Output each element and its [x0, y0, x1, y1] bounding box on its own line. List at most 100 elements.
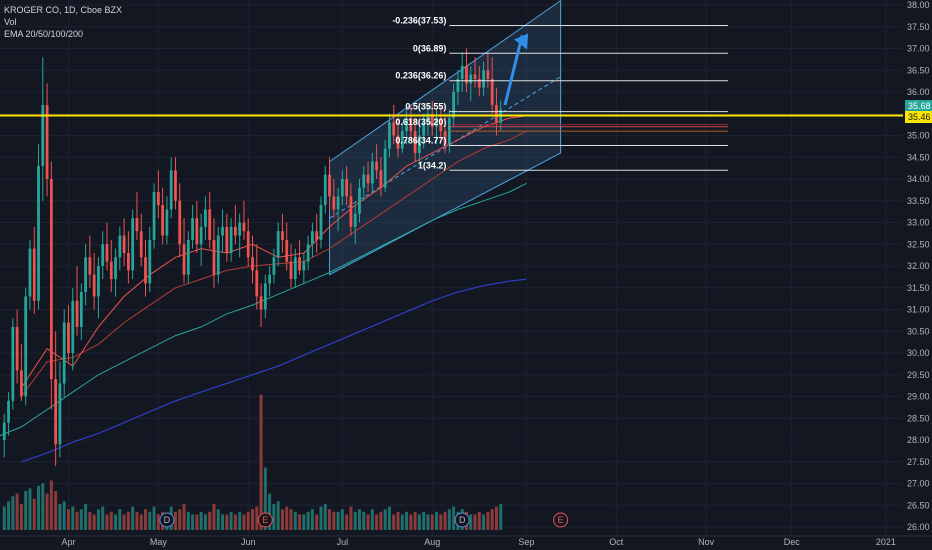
candle-body — [208, 209, 212, 240]
price-tick-label: 30.50 — [907, 326, 930, 336]
time-tick-label: Apr — [61, 537, 75, 547]
volume-indicator-label[interactable]: Vol — [4, 17, 17, 27]
volume-bar — [79, 509, 83, 530]
volume-bar — [345, 514, 349, 530]
candle-body — [486, 70, 490, 79]
volume-bar — [413, 511, 417, 530]
candle-body — [109, 261, 113, 280]
fib-level-label: 0.786(34.77) — [395, 136, 446, 146]
price-tags: 35.68 35.46 — [905, 100, 932, 123]
volume-bar — [422, 511, 426, 530]
fib-retracement[interactable]: -0.236(37.53) 0(36.89) 0.236(36.26) 0.5(35.… — [392, 15, 728, 171]
candle-body — [285, 239, 289, 262]
candle-body — [452, 92, 456, 119]
volume-bar — [357, 509, 361, 530]
candle-body — [345, 179, 349, 197]
candle-body — [272, 257, 276, 275]
volume-bar — [118, 509, 122, 530]
volume-bar — [105, 514, 109, 530]
volume-bar — [268, 493, 272, 530]
volume-bar — [199, 511, 203, 530]
volume-bar — [28, 488, 32, 530]
candle-body — [469, 74, 473, 84]
candle-body — [139, 231, 143, 258]
volume-bar — [499, 504, 503, 530]
price-axis[interactable]: 38.0037.5037.0036.5036.0035.5035.0034.50… — [903, 0, 932, 550]
event-marker-circle — [454, 512, 470, 528]
volume-bar — [212, 504, 216, 530]
candle-body — [20, 370, 23, 397]
candle-body — [375, 161, 378, 171]
volume-bar — [203, 514, 207, 530]
candle-body — [490, 78, 494, 106]
candle-body — [199, 226, 203, 245]
candle-body — [88, 257, 92, 275]
volume-bar — [216, 509, 220, 530]
time-tick-label: May — [150, 537, 168, 547]
price-tick-label: 34.00 — [907, 174, 930, 184]
price-tick-label: 33.00 — [907, 218, 930, 228]
volume-bar — [315, 514, 319, 530]
candle-body — [229, 226, 233, 253]
candle-body — [435, 118, 438, 127]
price-tick-label: 31.00 — [907, 305, 930, 315]
volume-bar — [242, 514, 246, 530]
candle-body — [41, 105, 45, 166]
volume-bar — [405, 511, 409, 530]
volume-bar — [255, 506, 259, 530]
volume-bars — [2, 394, 503, 530]
volume-bar — [152, 506, 156, 530]
candle-body — [281, 231, 284, 240]
price-tick-label: 37.50 — [907, 22, 930, 32]
candle-body — [298, 257, 301, 271]
volume-bar — [447, 509, 451, 530]
candle-body — [477, 78, 481, 88]
fib-level-label: 0.5(35.55) — [405, 102, 446, 112]
volume-bar — [310, 509, 314, 530]
candle-body — [182, 244, 186, 275]
volume-bar — [272, 504, 276, 530]
price-tick-label: 38.00 — [907, 0, 930, 10]
candle-body — [443, 131, 447, 145]
candle-body — [24, 296, 28, 397]
volume-bar — [178, 509, 182, 530]
candle-body — [242, 222, 246, 232]
volume-bar — [426, 514, 430, 530]
projection-arrow[interactable] — [503, 33, 529, 106]
candle-body — [32, 248, 36, 301]
candle-body — [465, 65, 468, 84]
candle-body — [238, 222, 242, 236]
event-marker-label: D — [459, 515, 466, 525]
volume-bar — [88, 511, 92, 530]
candle-body — [37, 165, 40, 301]
volume-bar — [182, 504, 186, 530]
price-tick-label: 36.00 — [907, 87, 930, 97]
volume-bar — [114, 514, 118, 530]
hline-price-tag: 35.46 — [908, 112, 931, 122]
candle-body — [293, 257, 297, 280]
time-axis[interactable]: Apr May Jun Jul Aug Sep Oct Nov Dec 2021 — [0, 535, 932, 547]
candle-body — [405, 118, 408, 132]
volume-bar — [126, 511, 130, 530]
volume-bar — [285, 506, 289, 530]
event-marker-label: E — [558, 515, 564, 525]
volume-bar — [186, 511, 190, 530]
candle-body — [15, 326, 19, 371]
candle-body — [328, 174, 331, 197]
candle-body — [332, 196, 336, 210]
fib-level-label: 0.236(36.26) — [395, 71, 446, 81]
candle-body — [323, 174, 327, 206]
ema-indicator-label[interactable]: EMA 20/50/100/200 — [4, 29, 84, 39]
candle-body — [315, 231, 319, 240]
time-tick-label: Jun — [241, 537, 256, 547]
event-marker-circle — [257, 512, 273, 528]
symbol-title[interactable]: KROGER CO, 1D, Cboe BZX — [4, 5, 123, 15]
candle-body — [289, 261, 293, 280]
fib-level-label: 1(34.2) — [418, 160, 447, 170]
volume-bar — [435, 511, 439, 530]
volume-bar — [482, 514, 486, 530]
volume-bar — [144, 509, 148, 530]
candle-body — [460, 65, 464, 79]
